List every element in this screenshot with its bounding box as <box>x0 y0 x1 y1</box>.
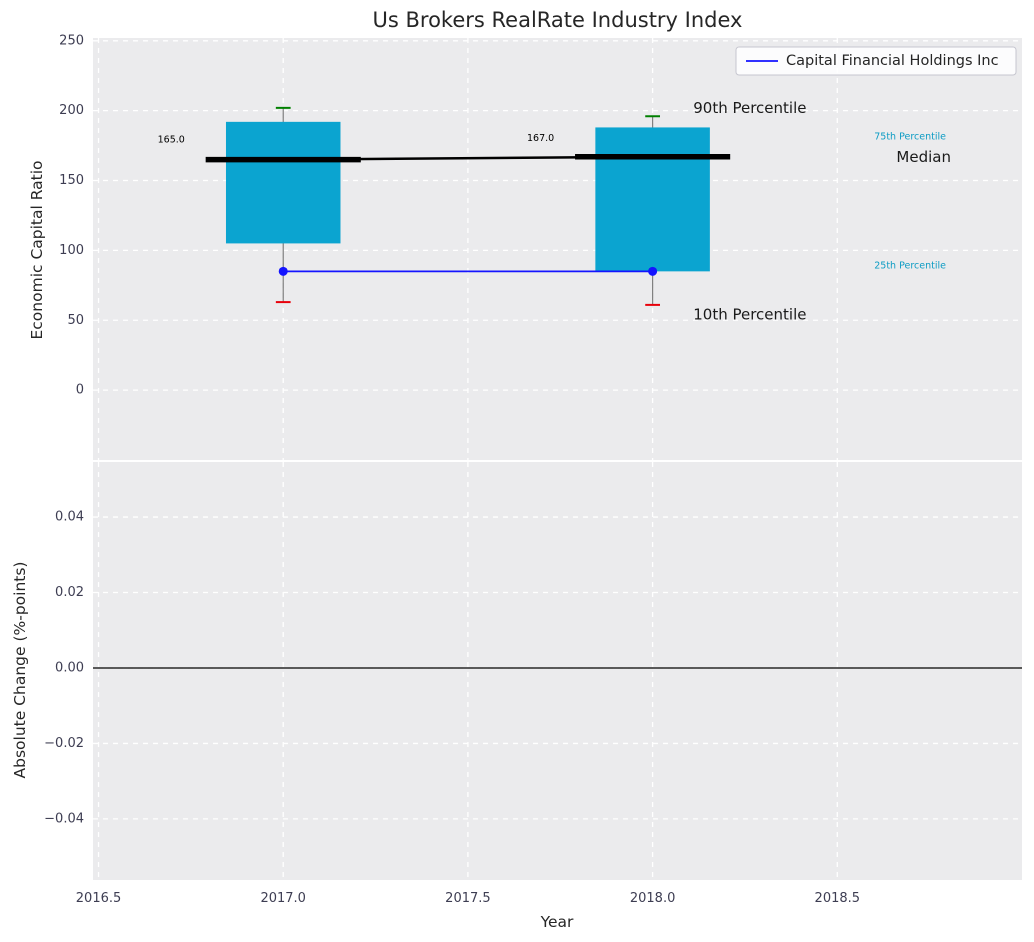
top-plot-background <box>93 38 1022 460</box>
annotation-90th-percentile: 90th Percentile <box>693 99 806 117</box>
x-tick-label: 2017.5 <box>445 891 491 906</box>
annotation-75th-percentile: 75th Percentile <box>874 132 946 143</box>
iqr-box-2017 <box>225 121 341 244</box>
top-y-axis-label: Economic Capital Ratio <box>28 160 46 340</box>
annotation-10th-percentile: 10th Percentile <box>693 306 806 324</box>
x-tick-label: 2018.0 <box>630 891 676 906</box>
median-value-label-2018: 167.0 <box>527 133 554 144</box>
x-tick-label: 2016.5 <box>76 891 122 906</box>
annotation-median: Median <box>896 148 951 166</box>
x-tick-label: 2018.5 <box>815 891 861 906</box>
legend-box <box>735 46 1017 76</box>
y-tick-label: 0.02 <box>55 585 84 600</box>
x-tick-label: 2017.0 <box>260 891 306 906</box>
y-tick-label: 0 <box>76 383 84 398</box>
median-value-label-2017: 165.0 <box>158 135 185 146</box>
bottom-plot-background <box>93 462 1022 880</box>
y-tick-label: −0.04 <box>44 811 84 826</box>
x-axis-label: Year <box>540 913 574 931</box>
y-tick-label: 200 <box>59 103 84 118</box>
company-marker <box>648 266 658 276</box>
y-tick-label: 250 <box>59 33 84 48</box>
legend-label: Capital Financial Holdings Inc <box>786 53 999 69</box>
y-tick-label: 50 <box>67 313 84 328</box>
annotation-25th-percentile: 25th Percentile <box>874 260 946 271</box>
chart-title: Us Brokers RealRate Industry Index <box>372 8 743 32</box>
iqr-box-2018 <box>595 127 710 272</box>
y-tick-label: 0.04 <box>55 510 84 525</box>
y-tick-label: 100 <box>59 243 84 258</box>
y-tick-label: 150 <box>59 173 84 188</box>
y-tick-label: −0.02 <box>44 736 84 751</box>
company-marker <box>278 266 288 276</box>
bottom-y-axis-label: Absolute Change (%-points) <box>11 561 29 779</box>
y-tick-label: 0.00 <box>55 660 84 675</box>
